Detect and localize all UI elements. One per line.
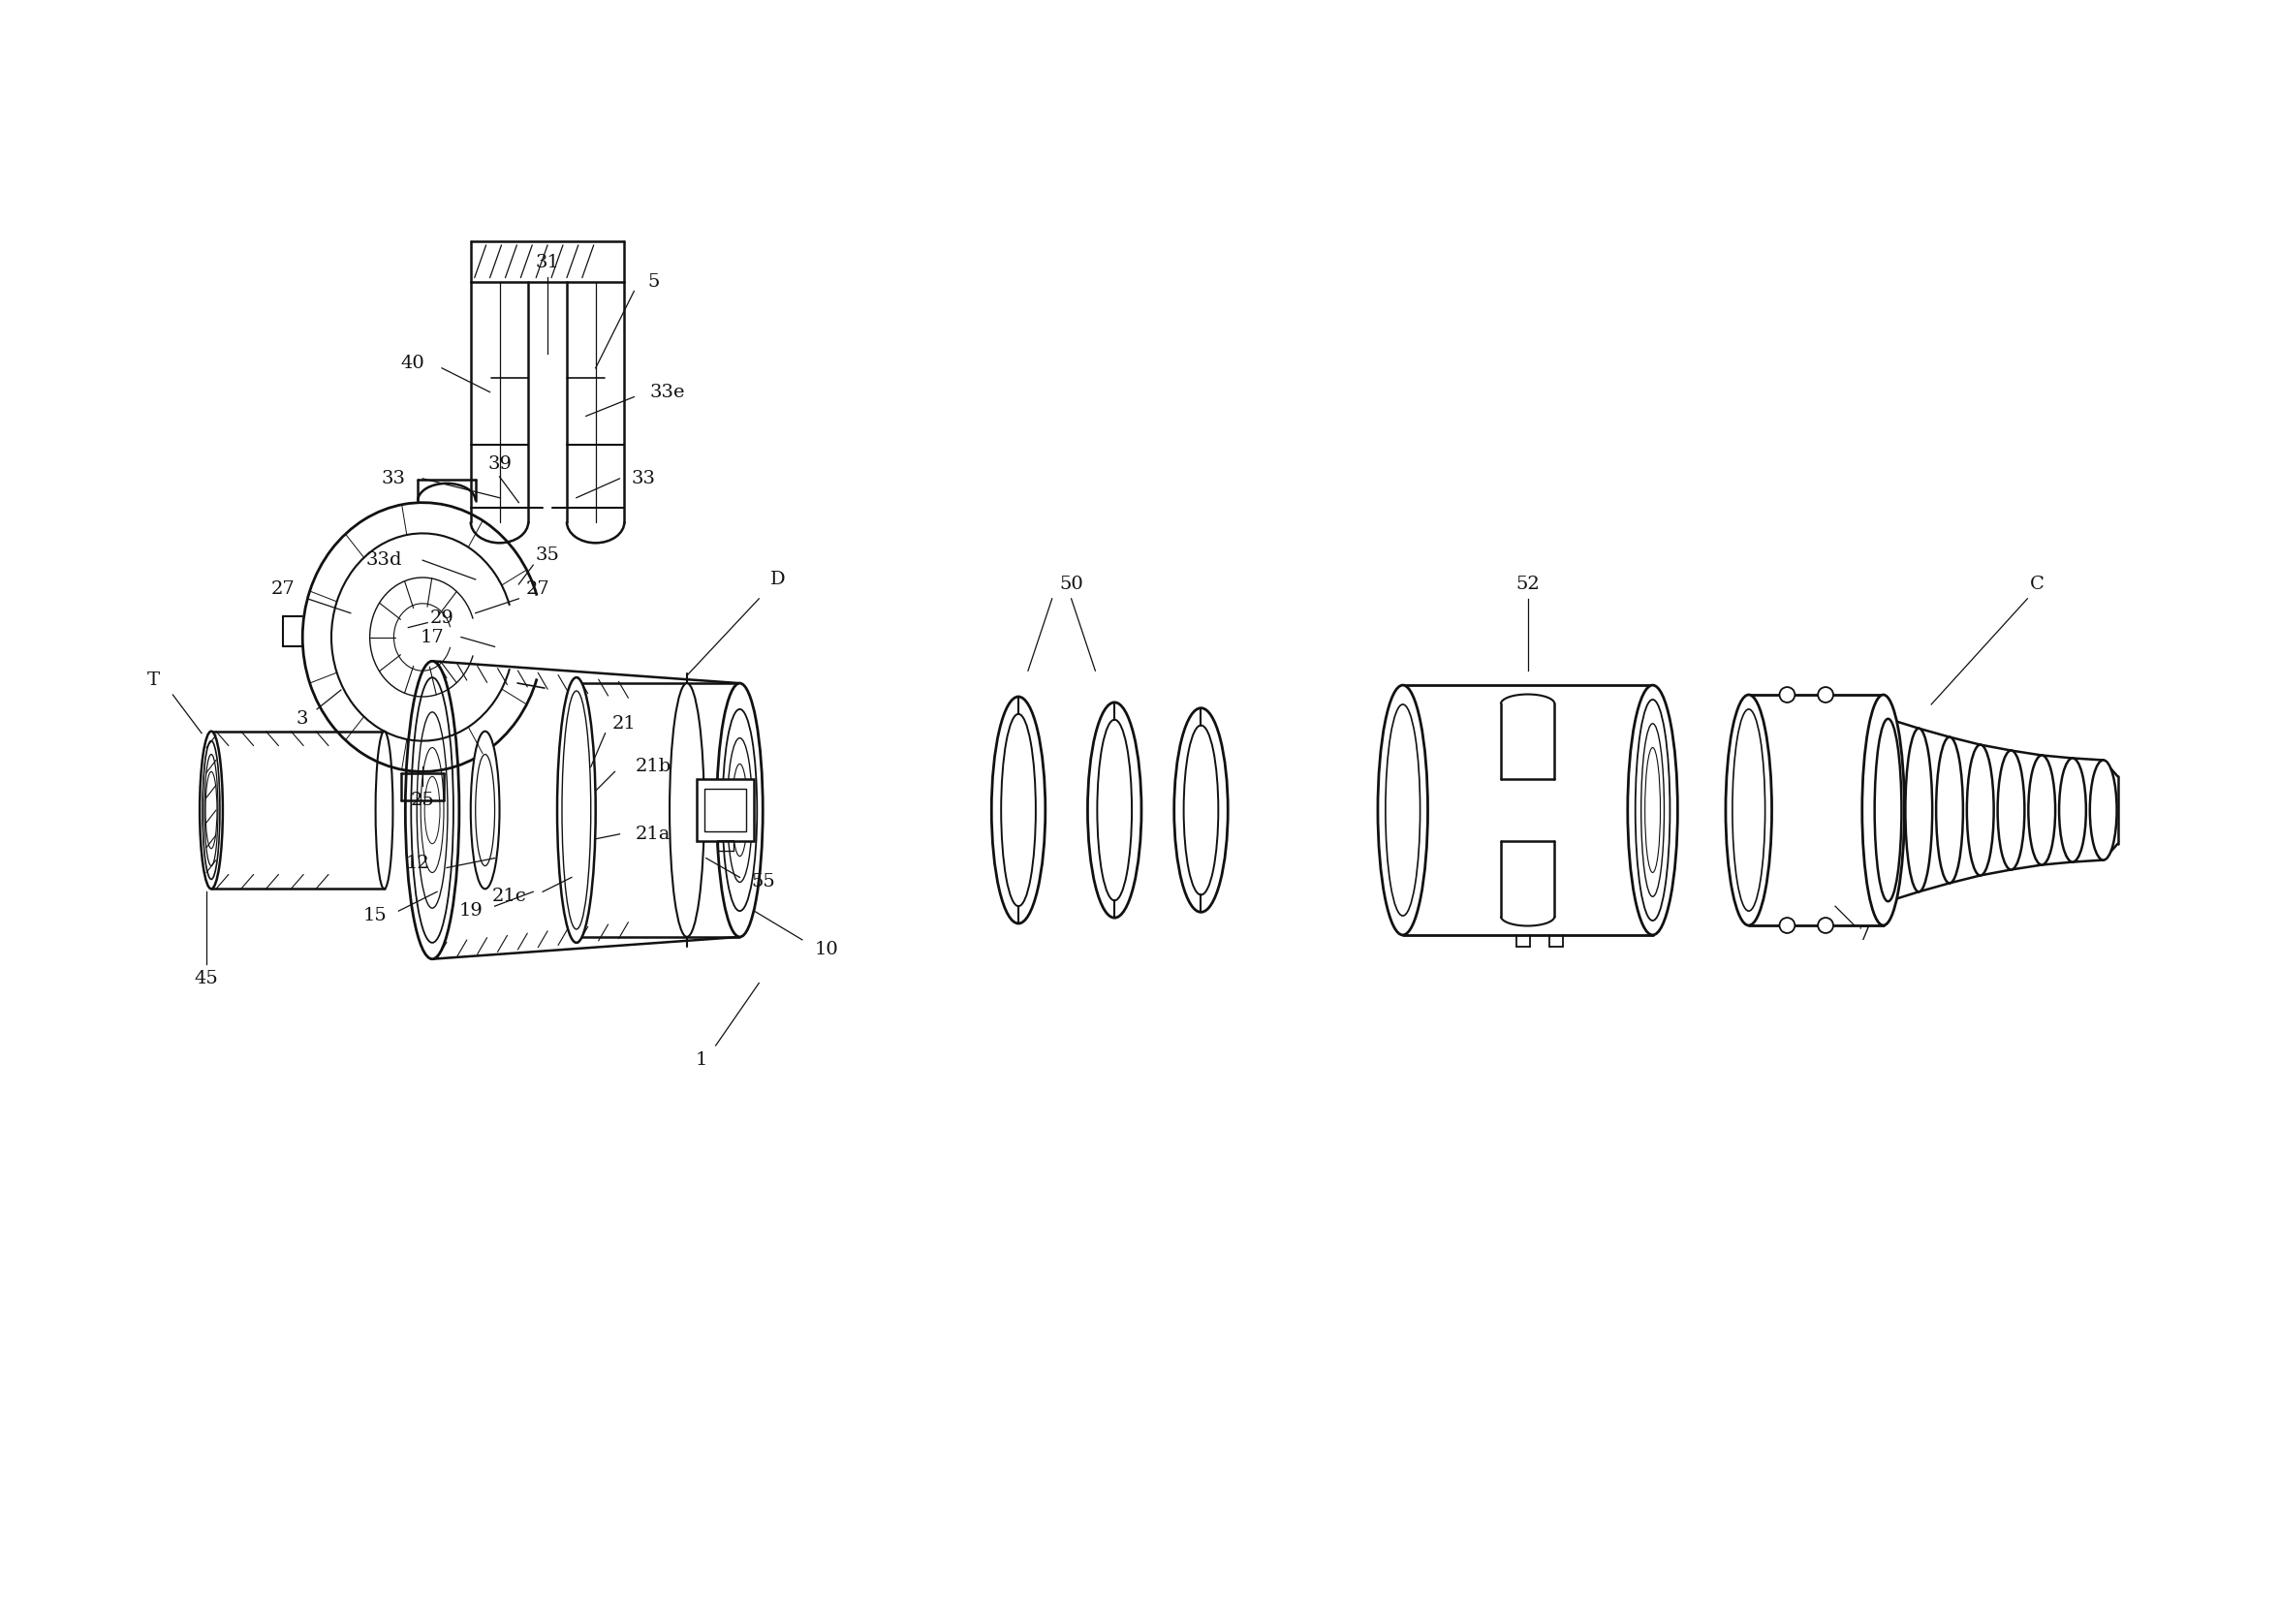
Text: 21c: 21c [492,888,526,905]
Text: 21: 21 [613,715,636,732]
Text: 17: 17 [419,628,444,646]
Text: 50: 50 [1060,575,1083,593]
Ellipse shape [1725,695,1771,926]
Ellipse shape [1999,750,2024,870]
Ellipse shape [376,731,392,888]
Text: C: C [2031,575,2044,593]
Text: 5: 5 [647,273,659,291]
Text: 21b: 21b [636,758,672,776]
Text: 52: 52 [1516,575,1541,593]
Text: 12: 12 [406,854,431,872]
Ellipse shape [201,731,223,888]
Text: 3: 3 [296,710,308,728]
Text: 39: 39 [488,455,510,473]
Text: 27: 27 [526,580,549,598]
Ellipse shape [1183,726,1219,895]
Ellipse shape [2090,760,2117,861]
Bar [697,780,754,841]
Ellipse shape [2028,755,2056,866]
Text: 29: 29 [431,609,454,627]
Ellipse shape [472,731,499,888]
Ellipse shape [1905,729,1933,892]
Ellipse shape [1627,685,1677,935]
Ellipse shape [1819,918,1832,934]
Ellipse shape [1967,745,1994,875]
Text: 33: 33 [381,469,406,487]
Ellipse shape [716,684,763,937]
Text: 33d: 33d [367,552,403,568]
Ellipse shape [1379,685,1427,935]
Ellipse shape [1000,715,1035,906]
Ellipse shape [1087,702,1142,918]
Text: 40: 40 [401,354,424,372]
Bar [704,789,748,831]
Ellipse shape [1862,695,1905,926]
Text: 33e: 33e [650,383,686,401]
Text: T: T [148,672,160,689]
Ellipse shape [991,697,1046,924]
Ellipse shape [1937,737,1962,883]
Text: 19: 19 [458,903,483,919]
Text: 45: 45 [194,970,219,987]
Ellipse shape [1819,687,1832,703]
Ellipse shape [1780,687,1796,703]
Text: 33: 33 [631,469,656,487]
Ellipse shape [1780,918,1796,934]
Ellipse shape [556,677,595,942]
Ellipse shape [406,661,458,960]
Text: 10: 10 [814,940,839,958]
Text: D: D [770,570,786,588]
Ellipse shape [1096,719,1133,900]
Text: 55: 55 [752,874,775,892]
Text: 25: 25 [410,793,435,809]
Text: 7: 7 [1857,926,1871,944]
Ellipse shape [670,684,704,937]
Text: 1: 1 [695,1051,706,1069]
Text: 27: 27 [271,580,296,598]
Text: 31: 31 [536,253,561,271]
Ellipse shape [2060,758,2085,862]
Text: 21a: 21a [636,825,670,843]
Text: 35: 35 [536,547,561,564]
Ellipse shape [1174,708,1228,913]
Polygon shape [472,244,624,551]
Text: 15: 15 [362,908,387,924]
Ellipse shape [1876,719,1901,901]
